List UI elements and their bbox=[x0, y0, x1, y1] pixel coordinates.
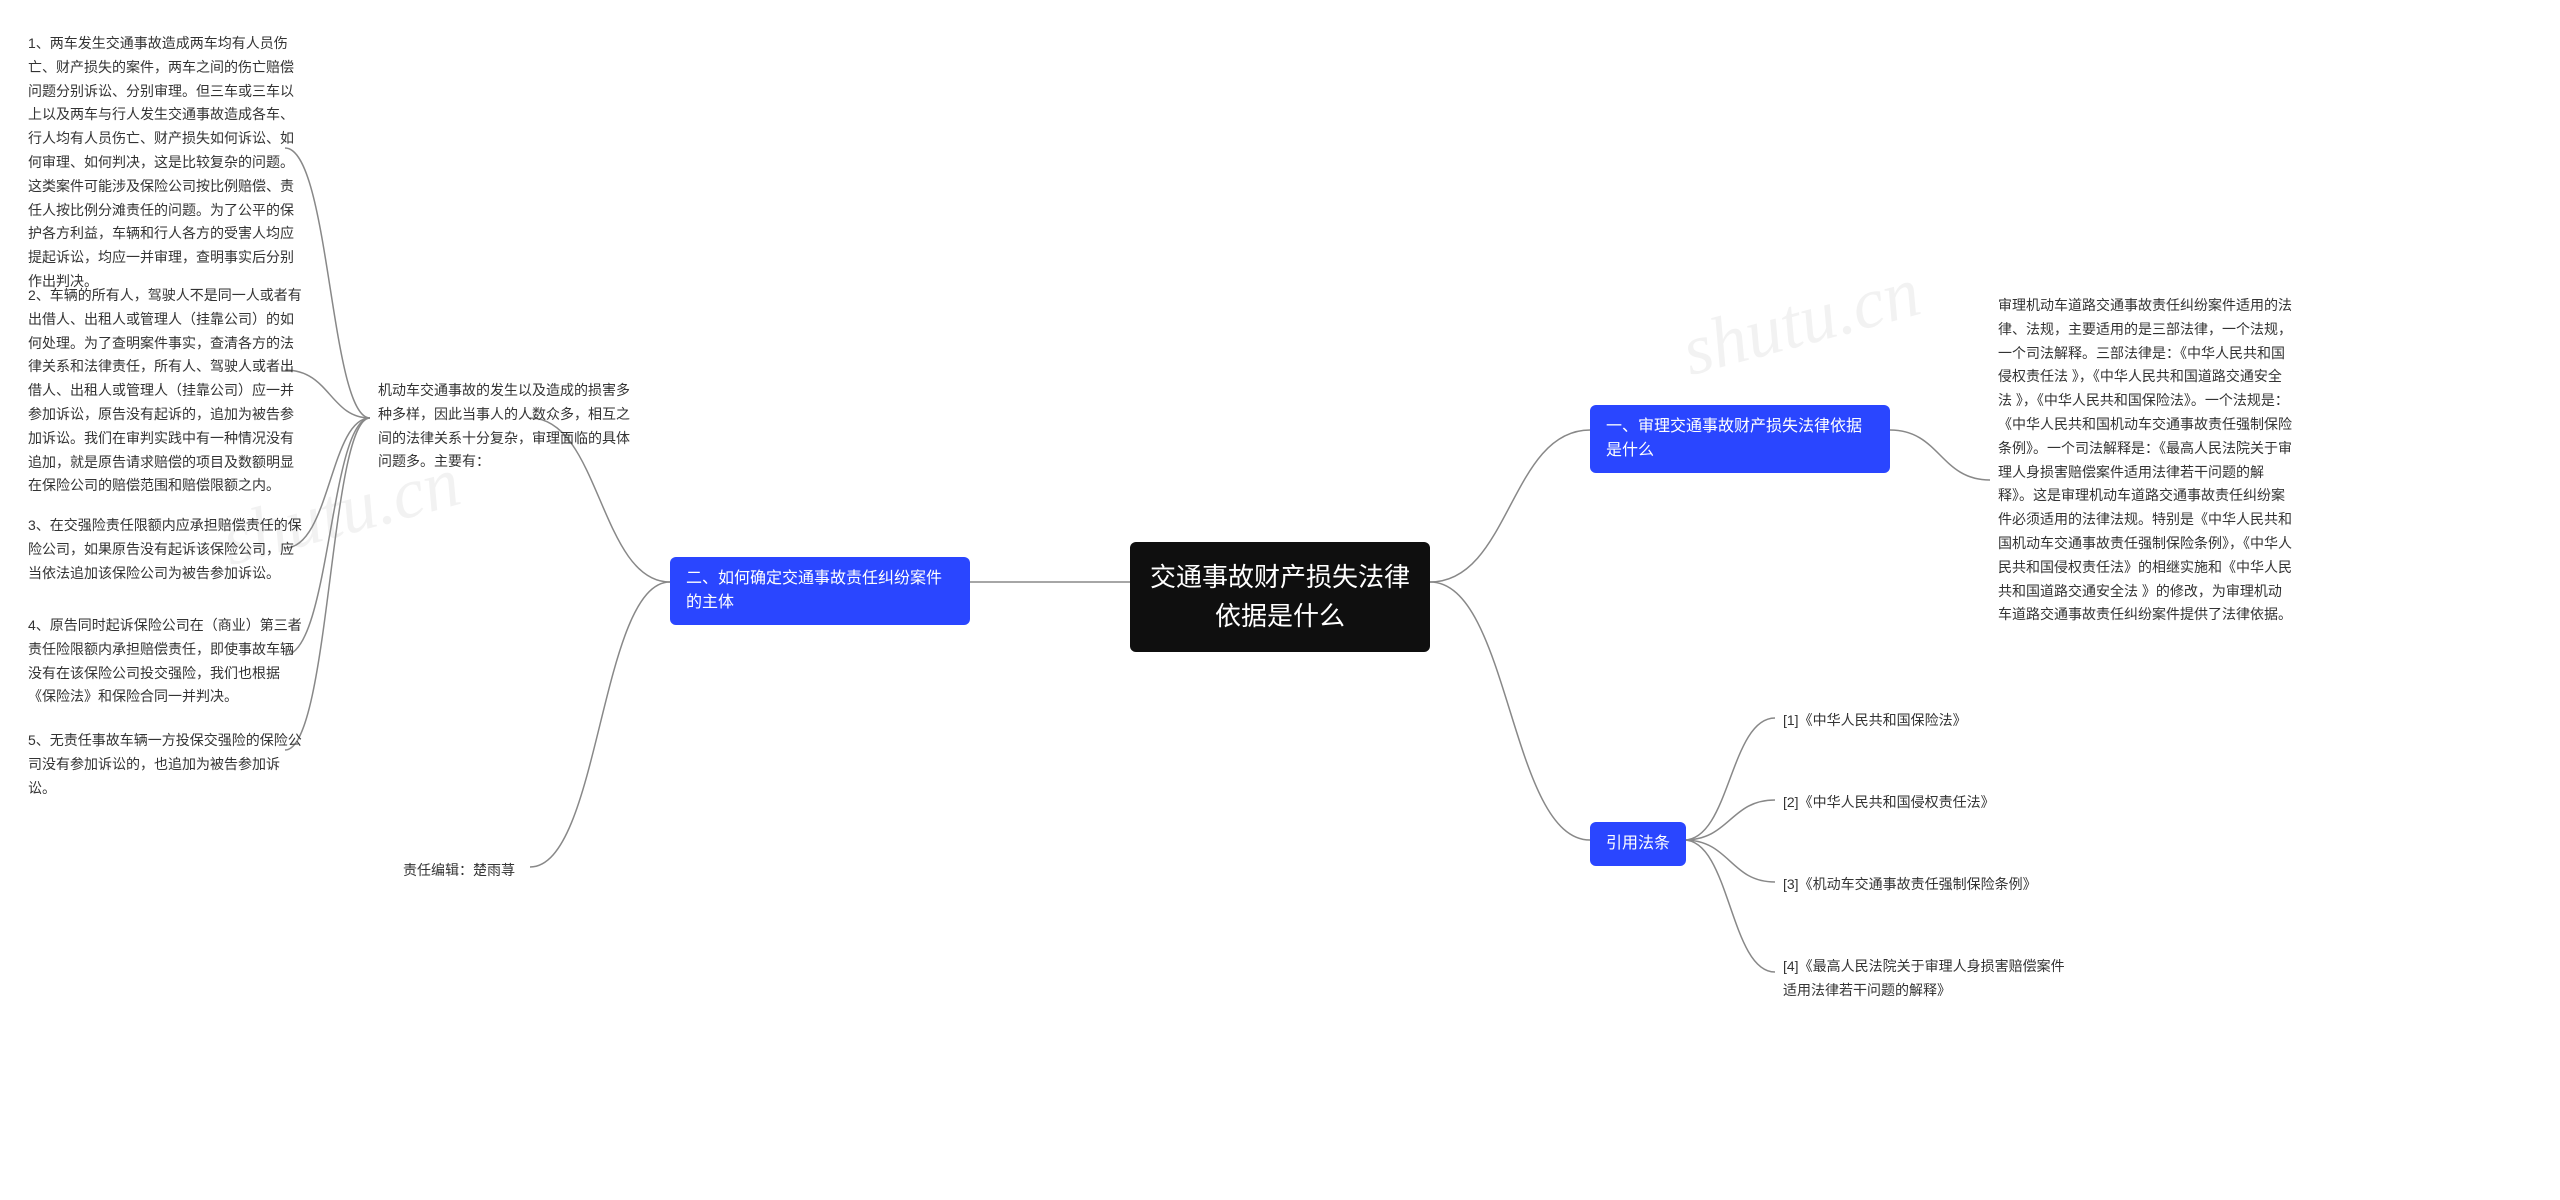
leaf-left1-detail-1: 1、两车发生交通事故造成两车均有人员伤亡、财产损失的案件，两车之间的伤亡赔偿问题… bbox=[20, 28, 310, 298]
leaf-left1-detail-5: 5、无责任事故车辆一方投保交强险的保险公司没有参加诉讼的，也追加为被告参加诉讼。 bbox=[20, 725, 310, 804]
watermark: shutu.cn bbox=[1673, 250, 1928, 393]
leaf-right2-item-2: [2]《中华人民共和国侵权责任法》 bbox=[1775, 787, 2085, 819]
leaf-right2-item-4: [4]《最高人民法院关于审理人身损害赔偿案件适用法律若干问题的解释》 bbox=[1775, 951, 2085, 1007]
leaf-left1-editor: 责任编辑：楚雨荨 bbox=[395, 855, 523, 887]
root-node: 交通事故财产损失法律依据是什么 bbox=[1130, 542, 1430, 652]
leaf-right2-item-1: [1]《中华人民共和国保险法》 bbox=[1775, 705, 2085, 737]
leaf-right2-item-3: [3]《机动车交通事故责任强制保险条例》 bbox=[1775, 869, 2085, 901]
leaf-left1-detail-3: 3、在交强险责任限额内应承担赔偿责任的保险公司，如果原告没有起诉该保险公司，应当… bbox=[20, 510, 310, 589]
leaf-left1-detail-2: 2、车辆的所有人，驾驶人不是同一人或者有出借人、出租人或管理人（挂靠公司）的如何… bbox=[20, 280, 310, 502]
leaf-left1-intro: 机动车交通事故的发生以及造成的损害多种多样，因此当事人的人数众多，相互之间的法律… bbox=[370, 375, 650, 478]
leaf-right1-detail: 审理机动车道路交通事故责任纠纷案件适用的法律、法规，主要适用的是三部法律，一个法… bbox=[1990, 290, 2300, 631]
leaf-left1-detail-4: 4、原告同时起诉保险公司在（商业）第三者责任险限额内承担赔偿责任，即使事故车辆没… bbox=[20, 610, 310, 713]
branch-right2: 引用法条 bbox=[1590, 822, 1686, 866]
branch-right1: 一、审理交通事故财产损失法律依据是什么 bbox=[1590, 405, 1890, 473]
branch-left1: 二、如何确定交通事故责任纠纷案件的主体 bbox=[670, 557, 970, 625]
